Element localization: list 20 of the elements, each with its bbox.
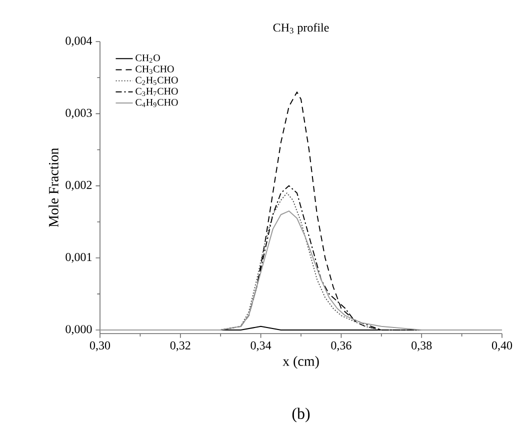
legend-label: C$_{4}$H$_{9}$CHO bbox=[136, 98, 178, 108]
y-axis-title: Mole Fraction bbox=[48, 148, 58, 228]
x-tick-label: 0,36 bbox=[331, 341, 352, 352]
x-tick-label: 0,38 bbox=[412, 341, 432, 352]
x-tick-label: 0,30 bbox=[90, 341, 110, 352]
legend-label: C$_{2}$H$_{5}$CHO bbox=[136, 76, 178, 85]
y-tick-label: 0,000 bbox=[66, 325, 92, 335]
legend-label: CH$_{3}$CHO bbox=[136, 66, 174, 74]
x-tick-label: 0,34 bbox=[250, 341, 272, 352]
legend-label: CH$_{2}$O bbox=[136, 54, 160, 63]
y-tick-label: 0,001 bbox=[66, 252, 92, 263]
x-tick-label: 0,40 bbox=[492, 341, 512, 352]
text: (b) bbox=[292, 408, 310, 422]
y-tick-label: 0,004 bbox=[66, 36, 92, 47]
legend-label: C$_{3}$H$_{7}$CHO bbox=[136, 88, 178, 96]
y-tick-label: 0,002 bbox=[66, 180, 92, 191]
chart-title: CH$_{3}$ profile bbox=[273, 23, 329, 34]
x-tick-label: 0,32 bbox=[170, 341, 190, 352]
y-tick-label: 0,003 bbox=[66, 108, 92, 119]
x-axis-title: x (cm) bbox=[282, 356, 319, 369]
